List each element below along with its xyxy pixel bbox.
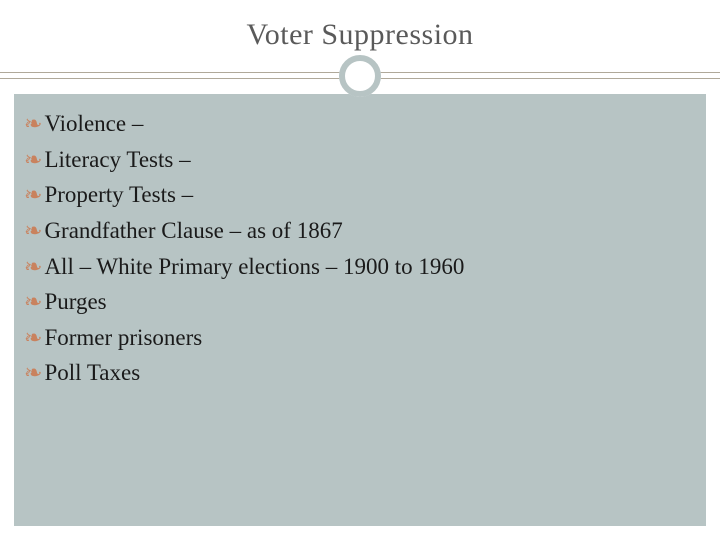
bullet-icon: ❧	[24, 107, 42, 141]
bullet-icon: ❧	[24, 356, 42, 390]
list-item-text: Property Tests –	[44, 177, 193, 213]
list-item-text: Literacy Tests –	[44, 142, 190, 178]
bullet-icon: ❧	[24, 321, 42, 355]
bullet-icon: ❧	[24, 285, 42, 319]
list-item: ❧ Property Tests –	[24, 177, 696, 213]
slide-title: Voter Suppression	[0, 18, 720, 52]
list-item: ❧ Literacy Tests –	[24, 142, 696, 178]
list-item-text: Poll Taxes	[44, 355, 140, 391]
bullet-icon: ❧	[24, 214, 42, 248]
title-ring-icon	[338, 54, 382, 103]
list-item-text: Violence –	[44, 106, 143, 142]
list-item-text: Purges	[44, 284, 106, 320]
content-panel: ❧ Violence – ❧ Literacy Tests – ❧ Proper…	[14, 94, 706, 526]
list-item-text: All – White Primary elections – 1900 to …	[44, 249, 464, 285]
bullet-icon: ❧	[24, 143, 42, 177]
list-item: ❧ Poll Taxes	[24, 355, 696, 391]
list-item-text: Former prisoners	[44, 320, 202, 356]
list-item: ❧ Purges	[24, 284, 696, 320]
bullet-list: ❧ Violence – ❧ Literacy Tests – ❧ Proper…	[24, 106, 696, 391]
list-item: ❧ Violence –	[24, 106, 696, 142]
list-item: ❧ Former prisoners	[24, 320, 696, 356]
slide: Voter Suppression ❧ Violence – ❧ Literac…	[0, 0, 720, 540]
list-item: ❧ All – White Primary elections – 1900 t…	[24, 249, 696, 285]
list-item: ❧ Grandfather Clause – as of 1867	[24, 213, 696, 249]
list-item-text: Grandfather Clause – as of 1867	[44, 213, 342, 249]
bullet-icon: ❧	[24, 250, 42, 284]
bullet-icon: ❧	[24, 178, 42, 212]
